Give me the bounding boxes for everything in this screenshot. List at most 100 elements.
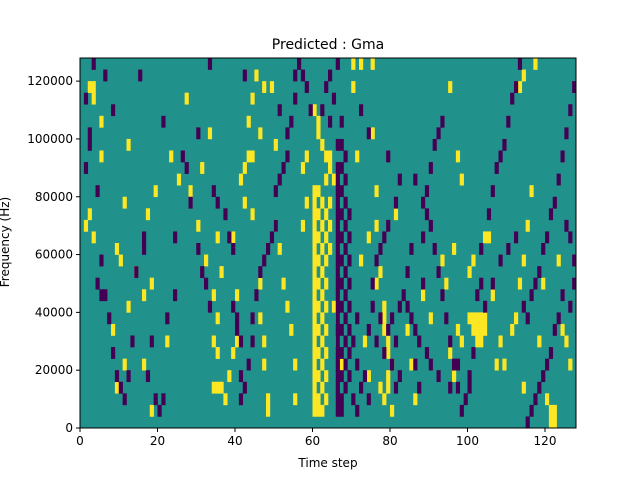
heatmap-cell-low <box>347 254 352 267</box>
heatmap-cell-low <box>529 289 534 302</box>
heatmap-cell-low <box>339 115 344 128</box>
heatmap-cell-low <box>130 335 135 348</box>
heatmap-cell-high <box>533 58 538 70</box>
heatmap-cell-high <box>517 277 523 290</box>
heatmap-cell-low <box>351 393 356 406</box>
heatmap-cell-low <box>467 370 472 383</box>
heatmap-cell-low <box>231 300 236 313</box>
heatmap-cell-high <box>312 312 317 325</box>
heatmap-cell-high <box>316 277 321 290</box>
heatmap-cell-high <box>324 254 329 267</box>
heatmap-cell-high <box>312 370 317 383</box>
heatmap-cell-low <box>560 150 565 163</box>
heatmap-cell-high <box>525 219 530 232</box>
heatmap-cell-low <box>347 277 352 290</box>
heatmap-cell-high <box>545 393 550 406</box>
heatmap-cell-low <box>498 150 503 163</box>
heatmap-cell-high <box>219 381 224 394</box>
heatmap-cell-low <box>471 347 476 359</box>
heatmap-cell-high <box>324 208 329 221</box>
heatmap-cell-high <box>196 219 201 232</box>
heatmap-cell-high <box>320 335 325 348</box>
heatmap-cell-high <box>316 231 321 244</box>
heatmap-cell-high <box>114 381 120 394</box>
heatmap-cell-low <box>266 243 271 255</box>
heatmap-cell-low <box>328 69 333 82</box>
heatmap-cell-high <box>548 416 554 429</box>
heatmap-cell-low <box>548 347 554 359</box>
heatmap-cell-low <box>207 58 213 70</box>
heatmap-cell-high <box>324 300 329 313</box>
heatmap-cell-high <box>316 393 321 406</box>
heatmap-cell-high <box>382 393 387 406</box>
heatmap-cell-low <box>335 347 340 359</box>
heatmap-cell-low <box>304 81 309 93</box>
heatmap-cell-high <box>316 115 321 128</box>
y-tick-label: 20000 <box>35 363 73 377</box>
heatmap-cell-low <box>188 196 193 209</box>
heatmap-cell-high <box>374 277 379 290</box>
heatmap-cell-low <box>335 300 340 313</box>
heatmap-cell-low <box>227 231 232 244</box>
heatmap-cell-low <box>335 277 340 290</box>
heatmap-cell-low <box>421 231 426 244</box>
heatmap-cell-low <box>541 370 546 383</box>
heatmap-cell-low <box>564 219 569 232</box>
heatmap-cell-low <box>324 81 329 93</box>
heatmap-cell-high <box>521 254 526 267</box>
heatmap-cell-high <box>87 208 92 221</box>
heatmap-cell-low <box>335 58 340 70</box>
heatmap-cell-high <box>254 69 259 82</box>
heatmap-cell-high <box>262 358 267 371</box>
heatmap-cell-low <box>529 404 534 417</box>
heatmap-cell-low <box>498 254 503 267</box>
heatmap-cell-high <box>87 81 92 93</box>
heatmap-cell-high <box>215 347 220 359</box>
heatmap-cell-low <box>452 358 457 371</box>
heatmap-cell-low <box>335 208 340 221</box>
heatmap-cell-low <box>417 381 422 394</box>
heatmap-cell-high <box>490 289 495 302</box>
heatmap-cell-low <box>258 266 263 278</box>
heatmap-cell-low <box>479 277 484 290</box>
heatmap-cell-low <box>424 208 430 221</box>
heatmap-cell-low <box>525 312 530 325</box>
heatmap-cell-low <box>173 231 178 244</box>
heatmap-cell-high <box>452 370 457 383</box>
heatmap-cell-low <box>103 289 108 302</box>
heatmap-cell-high <box>320 138 325 151</box>
heatmap-cell-low <box>339 404 344 417</box>
heatmap-cell-high <box>235 289 240 302</box>
heatmap-cell-low <box>568 231 573 244</box>
heatmap-cell-low <box>285 150 290 163</box>
heatmap-cell-low <box>173 289 178 302</box>
heatmap-cell-low <box>254 289 259 302</box>
heatmap-cell-high <box>223 393 228 406</box>
heatmap-cell-low <box>393 196 399 209</box>
heatmap-cell-high <box>362 335 368 348</box>
heatmap-cell-low <box>207 300 213 313</box>
heatmap-cell-low <box>572 277 577 290</box>
heatmap-cell-low <box>510 92 515 105</box>
chart-title: Predicted : Gma <box>272 37 384 53</box>
heatmap-cell-high <box>250 150 255 163</box>
heatmap-cell-high <box>215 231 220 244</box>
heatmap-cell-high <box>231 231 236 244</box>
y-tick-label: 120000 <box>27 74 73 88</box>
heatmap-cell-low <box>335 393 340 406</box>
heatmap-cell-low <box>436 127 441 140</box>
heatmap-cell-low <box>99 254 104 267</box>
heatmap-cell-high <box>475 323 480 336</box>
heatmap-cell-high <box>242 196 247 209</box>
heatmap-cell-high <box>483 312 488 325</box>
heatmap-cell-high <box>393 208 399 221</box>
heatmap-cell-high <box>169 150 174 163</box>
heatmap-cell-high <box>440 254 445 267</box>
heatmap-cell-high <box>564 335 569 348</box>
heatmap-cell-low <box>134 266 139 278</box>
heatmap-cell-high <box>312 404 317 417</box>
heatmap-cell-low <box>366 323 371 336</box>
heatmap-cell-low <box>246 358 251 371</box>
heatmap-cell-low <box>347 208 352 221</box>
heatmap-cell-low <box>165 312 170 325</box>
